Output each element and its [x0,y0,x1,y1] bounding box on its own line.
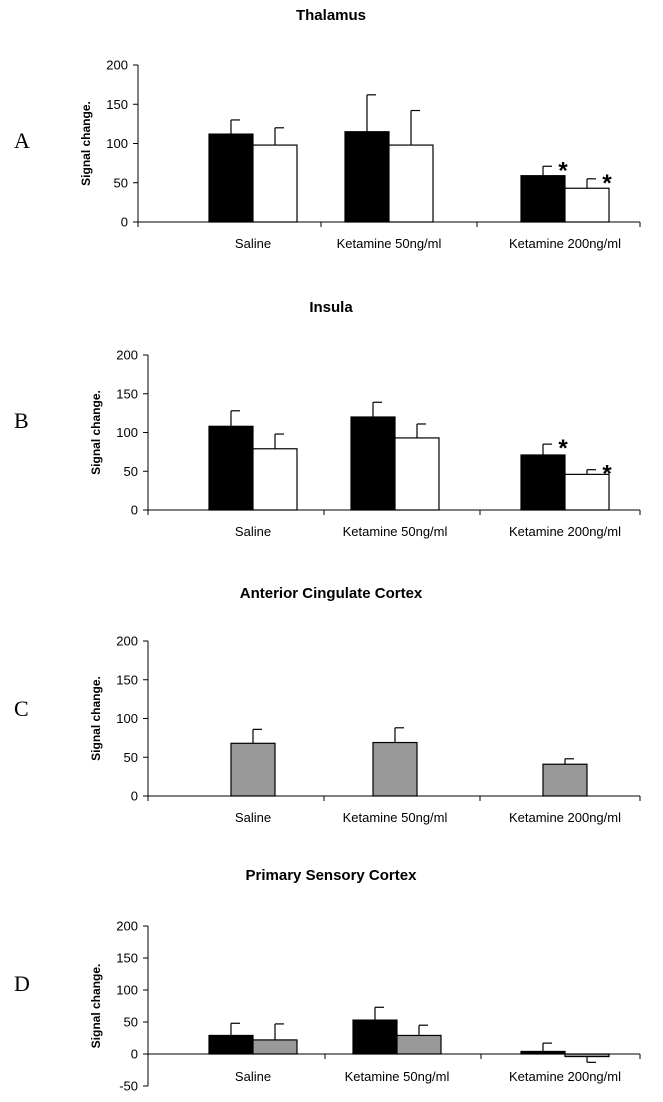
panel-d-bar [252,1039,298,1055]
panel-b-y-tick-label: 200 [116,348,138,363]
panel-c-title: Anterior Cingulate Cortex [240,585,423,602]
panel-a-y-tick-label: 150 [106,97,128,112]
panel-a-bar [252,144,298,223]
panel-b-y-tick-label: 0 [131,503,138,518]
panel-d-y-tick-label: -50 [119,1079,138,1094]
panel-c-category-label: Ketamine 200ng/ml [509,810,621,825]
panel-b-bar [252,448,298,511]
panel-d-bar [520,1050,566,1055]
panel-c-bar [372,741,418,797]
panel-a-bar [564,187,610,223]
panel-d-category-label: Saline [235,1069,271,1084]
panel-d-bar [396,1034,442,1055]
panel-a-category-label: Ketamine 50ng/ml [337,236,442,251]
panel-b-bar [350,416,396,511]
panel-a-y-tick-label: 0 [121,215,128,230]
panel-b-category-label: Ketamine 50ng/ml [343,524,448,539]
panel-a-category-label: Ketamine 200ng/ml [509,236,621,251]
panel-d-y-tick-label: 200 [116,919,138,934]
panel-a-title: Thalamus [296,7,366,24]
panel-c-y-tick-label: 150 [116,672,138,687]
panel-d-y-tick-label: 100 [116,983,138,998]
panel-c-y-axis-label: Signal change. [89,676,103,761]
panel-c-bar [542,763,588,797]
panel-a-letter: A [14,128,30,153]
panel-d-y-axis-label: Signal change. [89,964,103,1049]
panel-b-y-tick-label: 150 [116,386,138,401]
panel-d-bar [564,1053,610,1058]
panel-d-bar [352,1019,398,1055]
panel-a-y-tick-label: 200 [106,58,128,73]
panel-c-y-tick-label: 0 [131,789,138,804]
panel-b-significance-star: * [558,435,568,462]
panel-c-y-tick-label: 100 [116,711,138,726]
panel-a-y-tick-label: 100 [106,136,128,151]
panel-d-y-tick-label: 50 [124,1015,138,1030]
panel-a-y-axis-label: Signal change. [79,101,93,186]
panel-b-y-tick-label: 50 [124,464,138,479]
panel-d-category-label: Ketamine 200ng/ml [509,1069,621,1084]
panel-a-category-label: Saline [235,236,271,251]
panel-b-category-label: Ketamine 200ng/ml [509,524,621,539]
panel-a-bar [520,175,566,223]
panel-d-bar [208,1034,254,1055]
panel-d-category-label: Ketamine 50ng/ml [345,1069,450,1084]
panel-b-bar [564,473,610,511]
panel-b-category-label: Saline [235,524,271,539]
panel-b-bar [394,437,440,511]
panel-b-y-axis-label: Signal change. [89,390,103,475]
panel-b-y-tick-label: 100 [116,425,138,440]
panel-a-y-tick-label: 50 [114,175,128,190]
panel-b-significance-star: * [602,461,612,488]
panel-c-bar [230,742,276,797]
panel-b-bar [520,454,566,511]
panel-b-bar [208,425,254,511]
panel-a-bar [388,144,434,223]
panel-d-title: Primary Sensory Cortex [246,867,418,884]
panel-d-letter: D [14,971,30,996]
panel-c-letter: C [14,696,29,721]
panel-c-category-label: Saline [235,810,271,825]
panel-b-letter: B [14,408,29,433]
panel-a-significance-star: * [602,170,612,197]
panel-c-y-tick-label: 200 [116,634,138,649]
panel-a-bar [344,131,390,223]
panel-a-significance-star: * [558,157,568,184]
panel-a-bar [208,133,254,223]
panel-c-category-label: Ketamine 50ng/ml [343,810,448,825]
panel-d-y-tick-label: 150 [116,951,138,966]
panel-d-y-tick-label: 0 [131,1047,138,1062]
panel-c-y-tick-label: 50 [124,750,138,765]
panel-b-title: Insula [309,299,353,316]
